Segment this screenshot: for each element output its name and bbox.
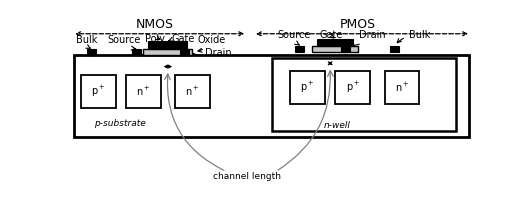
Bar (290, 72, 325, 104)
Bar (390, 46, 399, 52)
Text: n$^+$: n$^+$ (186, 85, 200, 98)
Text: Oxide: Oxide (198, 35, 226, 52)
Bar (312, 46, 358, 52)
Bar (385, 72, 420, 104)
Bar (126, 75, 161, 108)
Text: Bulk: Bulk (76, 35, 98, 48)
Bar (295, 46, 304, 52)
Bar (271, 58, 456, 131)
Bar (148, 41, 187, 49)
Text: n$^+$: n$^+$ (136, 85, 151, 98)
Bar (341, 46, 350, 52)
Bar (87, 49, 96, 55)
Bar (144, 49, 192, 55)
Text: p$^+$: p$^+$ (346, 80, 360, 95)
Text: Gate: Gate (320, 30, 343, 40)
Text: Source: Source (278, 30, 311, 45)
Text: Bulk: Bulk (398, 30, 430, 43)
Bar (132, 49, 141, 55)
Text: channel length: channel length (213, 172, 281, 181)
Text: p$^+$: p$^+$ (91, 84, 105, 99)
Text: PMOS: PMOS (340, 18, 376, 31)
Bar (180, 49, 189, 55)
Bar (74, 55, 469, 137)
Text: Drain: Drain (188, 48, 232, 58)
Text: Source: Source (107, 35, 140, 50)
Bar (335, 72, 370, 104)
Text: NMOS: NMOS (136, 18, 173, 31)
Bar (81, 75, 116, 108)
Text: p-substrate: p-substrate (94, 119, 146, 128)
Bar (175, 75, 210, 108)
Text: n-well: n-well (324, 121, 351, 130)
Text: Gate: Gate (169, 34, 195, 44)
Text: n$^+$: n$^+$ (395, 81, 409, 94)
Text: Drain: Drain (350, 30, 385, 48)
Bar (317, 39, 353, 46)
Text: Poly: Poly (145, 34, 164, 44)
Text: p$^+$: p$^+$ (301, 80, 315, 95)
